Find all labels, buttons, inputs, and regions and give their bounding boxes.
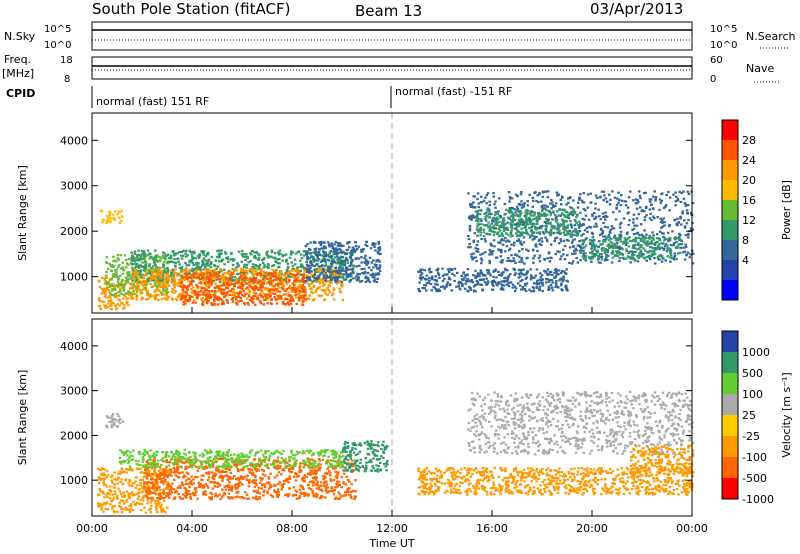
nsky-tick-top: 10^5	[44, 24, 71, 35]
power-ytick-label-2: 3000	[60, 180, 88, 193]
power-region-6	[304, 240, 382, 284]
freq-tick-bottom: 8	[64, 74, 70, 85]
power-colorbar-swatch-7	[722, 260, 738, 281]
nave-tick-bottom: 0	[710, 74, 716, 85]
power-colorbar-tick-4: 12	[742, 214, 756, 227]
velocity-xtick-label-0: 00:00	[76, 522, 108, 535]
velocity-colorbar-frame	[721, 330, 739, 500]
velocity-region-0	[105, 413, 125, 429]
power-colorbar-label: Power [dB]	[780, 180, 793, 240]
velocity-colorbar-swatch-3	[722, 394, 738, 416]
velocity-data	[97, 390, 695, 514]
station-title: South Pole Station (fitACF)	[92, 0, 290, 18]
velocity-colorbar-tick-5: -100	[742, 451, 767, 464]
velocity-colorbar-swatch-2	[722, 373, 738, 395]
velocity-region-5	[467, 390, 695, 456]
velocity-ytick-label-2: 3000	[60, 385, 88, 398]
power-colorbar-swatch-0	[722, 120, 738, 141]
nsky-tick-bottom: 10^0	[44, 40, 71, 51]
velocity-xtick-label-5: 20:00	[576, 522, 608, 535]
freq-tick-top: 18	[60, 55, 73, 66]
power-colorbar-tick-6: 4	[742, 254, 749, 267]
nsky-label: N.Sky	[4, 30, 36, 43]
power-panel: 1000 2000 3000 4000 Slant Range [km] 28 24 20 16…	[16, 112, 793, 314]
velocity-colorbar-swatch-4	[722, 415, 738, 437]
power-region-9	[579, 235, 682, 261]
power-region-0	[99, 209, 124, 224]
nave-tick-top: 60	[710, 55, 723, 66]
velocity-colorbar-swatch-5	[722, 436, 738, 458]
power-ytick-label-0: 1000	[60, 271, 88, 284]
velocity-region-4	[342, 440, 389, 473]
velocity-xtick-label-6: 00:00	[676, 522, 708, 535]
power-colorbar-frame	[721, 119, 739, 301]
power-colorbar-swatch-1	[722, 140, 738, 161]
power-ylabel: Slant Range [km]	[16, 165, 29, 261]
power-colorbar-swatch-3	[722, 180, 738, 201]
power-colorbar-tick-0: 28	[742, 134, 756, 147]
velocity-ytick-label-3: 4000	[60, 340, 88, 353]
power-colorbar-swatch-8	[722, 280, 738, 301]
beam-title: Beam 13	[355, 2, 422, 20]
power-colorbar-swatch-4	[722, 200, 738, 221]
velocity-colorbar-tick-3: 25	[742, 409, 756, 422]
nsearch-tick-bottom: 10^0	[710, 40, 737, 51]
velocity-colorbar-tick-2: 100	[742, 388, 763, 401]
power-ytick-label-1: 2000	[60, 225, 88, 238]
nsky-strip-frame	[91, 21, 693, 51]
power-region-8	[474, 208, 582, 238]
velocity-colorbar-tick-4: -25	[742, 430, 760, 443]
power-colorbar-tick-3: 16	[742, 194, 756, 207]
velocity-panel: 1000 2000 3000 4000 Slant Range [km] 00:00 04:…	[16, 318, 793, 550]
freq-strip-frame	[91, 56, 693, 80]
power-colorbar-swatch-5	[722, 220, 738, 241]
power-colorbar-tick-1: 24	[742, 154, 756, 167]
velocity-ylabel: Slant Range [km]	[16, 370, 29, 466]
power-colorbar-tick-5: 8	[742, 234, 749, 247]
power-region-10	[417, 267, 569, 293]
power-data	[97, 190, 695, 311]
velocity-xtick-label-1: 04:00	[176, 522, 208, 535]
velocity-xtick-label-4: 16:00	[476, 522, 508, 535]
cpid-segment-2: normal (fast) -151 RF	[395, 85, 512, 98]
velocity-ytick-label-0: 1000	[60, 474, 88, 487]
date-title: 03/Apr/2013	[590, 0, 683, 18]
velocity-colorbar-swatch-0	[722, 331, 738, 353]
freq-label-1: Freq.	[4, 53, 31, 66]
nsearch-tick-top: 10^5	[710, 24, 737, 35]
velocity-colorbar-tick-0: 1000	[742, 346, 770, 359]
velocity-colorbar-label: Velocity [m s⁻¹]	[780, 372, 793, 457]
freq-label-2: [MHz]	[2, 67, 34, 80]
power-region-5	[179, 272, 307, 307]
velocity-colorbar-tick-1: 500	[742, 367, 763, 380]
cpid-label: CPID	[6, 87, 35, 100]
velocity-xlabel: Time UT	[368, 537, 414, 550]
velocity-colorbar-tick-6: -500	[742, 472, 767, 485]
velocity-region-6	[417, 466, 694, 496]
velocity-region-3	[118, 448, 345, 469]
velocity-xtick-label-3: 12:00	[376, 522, 408, 535]
velocity-region-7	[629, 444, 695, 478]
velocity-colorbar-swatch-6	[722, 457, 738, 479]
power-colorbar-tick-2: 20	[742, 174, 756, 187]
velocity-colorbar-swatch-7	[722, 478, 738, 500]
velocity-ytick-label-1: 2000	[60, 429, 88, 442]
cpid-segment-1: normal (fast) 151 RF	[96, 95, 209, 108]
velocity-xtick-label-2: 08:00	[276, 522, 308, 535]
velocity-colorbar-swatch-1	[722, 352, 738, 374]
velocity-colorbar-tick-7: -1000	[742, 493, 774, 506]
power-colorbar-swatch-6	[722, 240, 738, 261]
nave-label: Nave	[746, 62, 774, 75]
nsearch-label: N.Search	[746, 30, 796, 43]
power-ytick-label-3: 4000	[60, 134, 88, 147]
power-colorbar-swatch-2	[722, 160, 738, 181]
